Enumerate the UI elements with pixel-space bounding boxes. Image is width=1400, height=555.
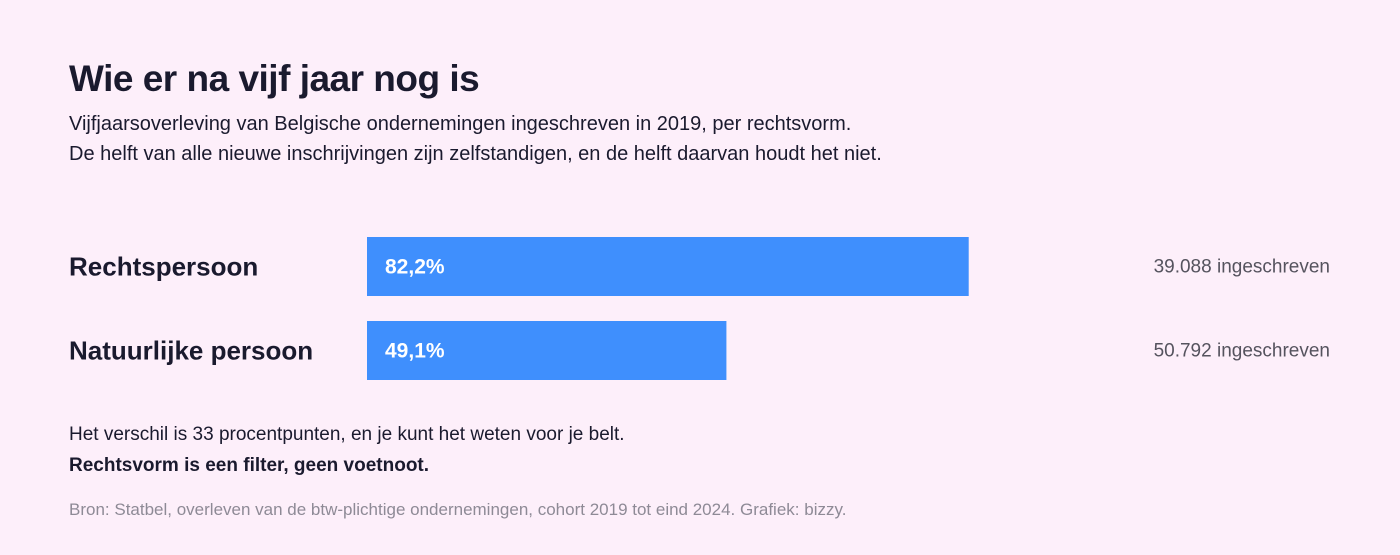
source-credit: Bron: Statbel, overleven van de btw-plic…	[69, 500, 847, 519]
category-label-rechtspersoon: Rechtspersoon	[69, 252, 258, 282]
count-label-natuurlijke-persoon: 50.792 ingeschreven	[1154, 341, 1330, 362]
value-label-rechtspersoon: 82,2%	[385, 256, 445, 279]
bar-natuurlijke-persoon	[367, 321, 727, 380]
value-label-natuurlijke-persoon: 49,1%	[385, 340, 445, 363]
note-difference: Het verschil is 33 procentpunten, en je …	[69, 424, 625, 445]
category-label-natuurlijke-persoon: Natuurlijke persoon	[69, 336, 313, 366]
count-label-rechtspersoon: 39.088 ingeschreven	[1154, 257, 1330, 278]
bar-rechtspersoon	[367, 237, 969, 296]
chart-title: Wie er na vijf jaar nog is	[69, 58, 480, 99]
chart-subtitle-line-2: De helft van alle nieuwe inschrijvingen …	[69, 143, 882, 165]
note-filter: Rechtsvorm is een filter, geen voetnoot.	[69, 455, 430, 476]
chart-subtitle-line-1: Vijfjaarsoverleving van Belgische ondern…	[69, 113, 852, 135]
survival-bar-chart: Rechtspersoon 82,2% 39.088 ingeschreven Nat…	[69, 237, 1330, 380]
